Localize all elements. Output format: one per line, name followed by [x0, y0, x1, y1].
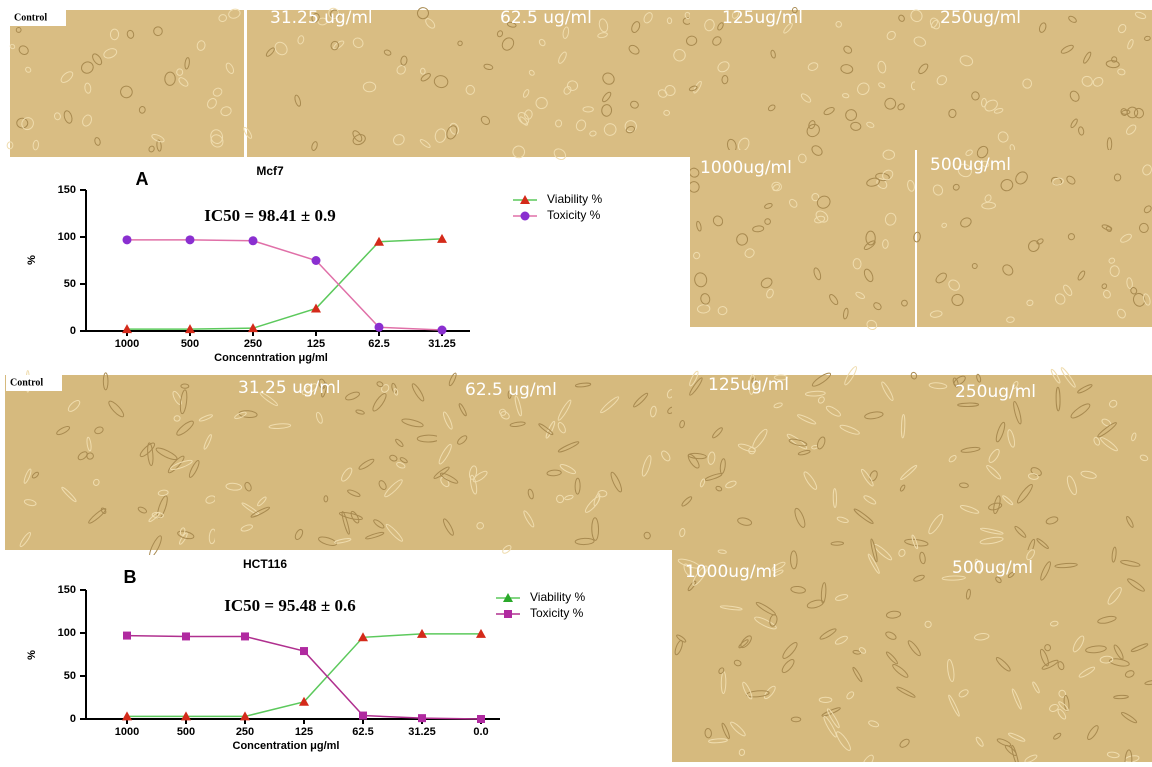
micrograph-label: 62.5 ug/ml [500, 8, 592, 28]
x-tick-label: 125 [307, 338, 325, 350]
data-point [418, 714, 426, 722]
y-tick-label: 150 [58, 184, 76, 196]
y-axis-label: % [26, 650, 38, 660]
panel-letter: B [124, 567, 137, 587]
annotation: IC50 = 95.48 ± 0.6 [224, 596, 355, 615]
x-tick-label: 250 [236, 726, 254, 738]
x-axis-label: Concentration μg/ml [233, 740, 340, 752]
micrograph [909, 8, 1152, 152]
x-tick-label: 1000 [115, 338, 139, 350]
y-tick-label: 150 [58, 584, 76, 596]
micrograph-bg [672, 375, 932, 550]
x-tick-label: 250 [244, 338, 262, 350]
chart-title: Mcf7 [256, 164, 284, 178]
data-point [312, 256, 321, 265]
y-tick-label: 0 [70, 325, 76, 337]
data-point [182, 632, 190, 640]
figure: Control 31.25 ug/ml 62.5 ug/ml 125ug/ml 250u… [0, 0, 1152, 762]
x-tick-label: 62.5 [352, 726, 373, 738]
data-point [241, 632, 249, 640]
chart-bg [10, 160, 690, 365]
micrograph-label: 31.25 ug/ml [238, 378, 341, 398]
chart-bg [0, 555, 672, 762]
x-axis-label: Concenntration μg/ml [214, 352, 328, 364]
data-point [359, 712, 367, 720]
micrograph-label: 62.5 ug/ml [465, 380, 557, 400]
annotation: IC50 = 98.41 ± 0.9 [204, 206, 335, 225]
micrograph [215, 375, 440, 550]
data-point [477, 715, 485, 723]
panel-letter: A [136, 169, 149, 189]
y-tick-label: 50 [64, 278, 76, 290]
micrograph-label: 31.25 ug/ml [270, 8, 373, 28]
micrograph-bg [915, 10, 1152, 150]
y-tick-label: 100 [58, 231, 76, 243]
y-axis-label: % [26, 255, 38, 265]
x-tick-label: 31.25 [428, 338, 456, 350]
micrograph-label: 500ug/ml [930, 155, 1011, 175]
micrograph-bg [932, 550, 1152, 762]
x-tick-label: 62.5 [368, 338, 389, 350]
micrograph [242, 5, 691, 161]
data-point [123, 235, 132, 244]
micrograph-label: 125ug/ml [708, 375, 789, 395]
legend-label: Viability % [547, 192, 602, 206]
y-tick-label: 50 [64, 670, 76, 682]
micrograph [686, 7, 917, 152]
micrograph [5, 371, 217, 559]
data-point [186, 235, 195, 244]
y-tick-label: 0 [70, 713, 76, 725]
micrograph-label: 1000ug/ml [700, 158, 792, 178]
x-tick-label: 31.25 [408, 726, 436, 738]
micrograph [7, 8, 244, 157]
data-point [249, 236, 258, 245]
data-point [300, 647, 308, 655]
micrograph-label: 250ug/ml [955, 382, 1036, 402]
data-point [123, 632, 131, 640]
micrograph-label: 500ug/ml [952, 558, 1033, 578]
micrograph-bg [247, 10, 690, 157]
y-tick-label: 100 [58, 627, 76, 639]
x-tick-label: 0.0 [473, 726, 488, 738]
legend-marker [521, 212, 530, 221]
micrograph-label: 125ug/ml [722, 8, 803, 28]
micrograph-label: Control [14, 12, 47, 23]
micrograph [932, 547, 1152, 762]
micrograph-bg [690, 10, 915, 150]
x-tick-label: 1000 [115, 726, 139, 738]
legend-label: Toxicity % [547, 208, 601, 222]
micrograph-label: 250ug/ml [940, 8, 1021, 28]
micrograph-label: Control [10, 377, 43, 388]
legend-marker [504, 610, 512, 618]
chart-title: HCT116 [243, 557, 287, 571]
micrograph-label: 1000ug/ml [685, 562, 777, 582]
x-tick-label: 125 [295, 726, 313, 738]
legend-label: Toxicity % [530, 606, 584, 620]
data-point [438, 326, 447, 335]
x-tick-label: 500 [181, 338, 199, 350]
x-tick-label: 500 [177, 726, 195, 738]
legend-label: Viability % [530, 590, 585, 604]
data-point [375, 323, 384, 332]
